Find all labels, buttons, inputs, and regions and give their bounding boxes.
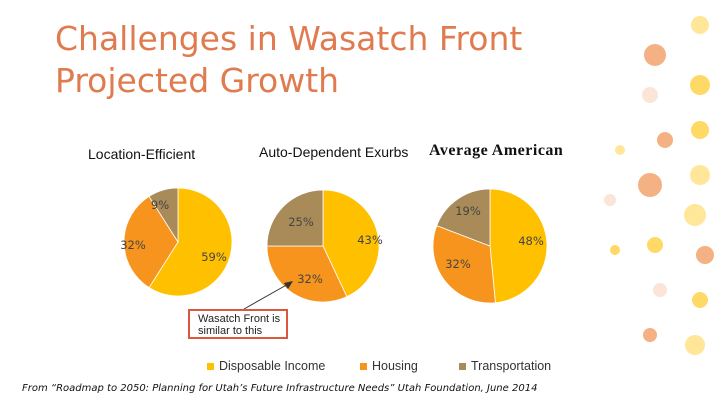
callout-arrowhead xyxy=(284,281,293,289)
decor-dot xyxy=(691,121,709,139)
pie-label-average-american-housing: 32% xyxy=(445,257,471,271)
legend-label: Transportation xyxy=(471,359,552,373)
decor-dot xyxy=(653,283,667,297)
decor-dot xyxy=(657,132,673,148)
pie-title-auto-dependent-exurbs: Auto-Dependent Exurbs xyxy=(259,144,409,160)
pie-label-location-efficient-disposable-income: 59% xyxy=(201,250,227,264)
legend-swatch xyxy=(207,362,214,370)
pie-title-average-american: Average American xyxy=(429,142,564,159)
legend-label: Housing xyxy=(372,359,418,373)
decor-dot xyxy=(690,165,710,185)
decor-dot xyxy=(604,194,616,206)
pie-slice-average-american-disposable-income xyxy=(489,188,548,304)
pie-slice-location-efficient-housing xyxy=(123,195,179,289)
decor-dot xyxy=(644,44,666,66)
pie-slice-location-efficient-transportation xyxy=(148,187,179,244)
pie-label-average-american-disposable-income: 48% xyxy=(518,234,544,248)
pie-label-location-efficient-housing: 32% xyxy=(120,238,146,252)
source-citation: From “Roadmap to 2050: Planning for Utah… xyxy=(22,383,538,394)
pie-slice-auto-dependent-exurbs-transportation xyxy=(266,189,324,247)
decor-dot xyxy=(643,328,657,342)
callout-arrow xyxy=(243,282,291,310)
pie-slice-average-american-housing xyxy=(432,225,496,304)
decor-dot xyxy=(610,245,620,255)
pie-label-auto-dependent-exurbs-disposable-income: 43% xyxy=(357,233,383,247)
pie-title-location-efficient: Location-Efficient xyxy=(88,146,196,162)
decor-dot xyxy=(615,145,625,155)
legend-item-disposable-income: Disposable Income xyxy=(207,359,325,373)
decor-dot xyxy=(684,204,706,226)
decor-dot xyxy=(690,75,710,95)
decor-dot xyxy=(692,292,708,308)
pie-slice-auto-dependent-exurbs-disposable-income xyxy=(322,189,380,298)
pie-label-auto-dependent-exurbs-housing: 32% xyxy=(297,272,323,286)
pie-slice-location-efficient-disposable-income xyxy=(148,187,233,297)
decor-dot xyxy=(691,16,709,34)
decor-dot xyxy=(642,87,658,103)
pie-label-average-american-transportation: 19% xyxy=(455,204,481,218)
pie-label-location-efficient-transportation: 9% xyxy=(151,198,169,212)
decor-dot xyxy=(638,173,662,197)
decor-dot xyxy=(647,237,663,253)
legend-item-housing: Housing xyxy=(360,359,418,373)
callout-note: Wasatch Front is similar to this xyxy=(188,309,288,339)
decor-dot xyxy=(685,335,705,355)
pie-label-auto-dependent-exurbs-transportation: 25% xyxy=(288,215,314,229)
slide-title: Challenges in Wasatch Front Projected Gr… xyxy=(55,19,523,100)
decor-dot xyxy=(696,246,714,264)
pie-slice-auto-dependent-exurbs-housing xyxy=(266,245,348,303)
legend-label: Disposable Income xyxy=(219,359,326,373)
pie-slice-average-american-transportation xyxy=(436,188,491,247)
legend-swatch xyxy=(459,362,466,370)
legend-item-transportation: Transportation xyxy=(459,359,551,373)
legend-swatch xyxy=(360,362,367,370)
